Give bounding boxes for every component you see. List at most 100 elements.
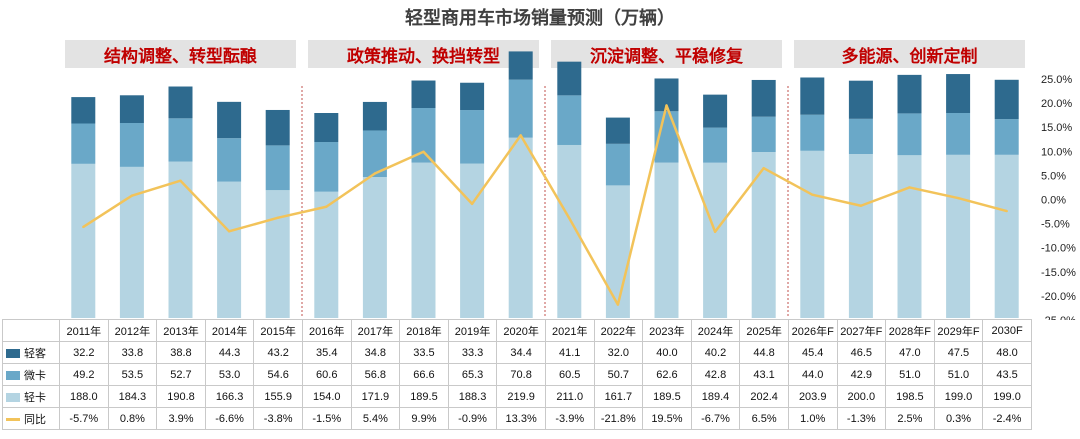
bar-segment-轻客 bbox=[314, 113, 339, 143]
data-label: 44.3 bbox=[204, 341, 255, 364]
bar-segment-轻客 bbox=[946, 74, 971, 113]
y2-tick-label: -20.0% bbox=[1041, 291, 1076, 303]
data-label: 1.0% bbox=[787, 407, 838, 430]
y2-tick-label: 25.0% bbox=[1041, 74, 1072, 86]
bar-segment-微卡 bbox=[557, 95, 582, 145]
bar-segment-轻卡 bbox=[994, 154, 1019, 318]
x-tick-label: 2027年F bbox=[836, 319, 887, 342]
yoy-point bbox=[859, 204, 863, 207]
y2-tick-label: 15.0% bbox=[1041, 122, 1072, 134]
x-tick-label: 2019年 bbox=[447, 319, 498, 342]
data-label: 188.0 bbox=[59, 385, 109, 408]
data-label: 65.3 bbox=[447, 363, 498, 386]
bar-segment-轻客 bbox=[751, 79, 776, 117]
data-label: 3.9% bbox=[156, 407, 206, 430]
bar-segment-微卡 bbox=[848, 118, 873, 154]
bar-segment-轻客 bbox=[411, 80, 436, 108]
bar-segment-微卡 bbox=[946, 113, 971, 155]
data-label: 33.3 bbox=[447, 341, 498, 364]
bar-segment-轻卡 bbox=[265, 190, 290, 318]
table-row: 轻客 32.2 33.8 38.8 44.3 43.2 35.4 34.8 33.5 33.3 34… bbox=[2, 341, 1032, 364]
yoy-point bbox=[1005, 209, 1008, 213]
legend-swatch bbox=[6, 371, 20, 381]
bar-segment-轻客 bbox=[217, 101, 242, 139]
bar-segment-微卡 bbox=[994, 119, 1019, 155]
data-label: 200.0 bbox=[836, 385, 887, 408]
data-label: -1.3% bbox=[836, 407, 887, 430]
bar-segment-轻卡 bbox=[508, 137, 533, 318]
legend-entry: 微卡 bbox=[2, 363, 60, 386]
data-label: 62.6 bbox=[642, 363, 692, 386]
data-label: 34.8 bbox=[350, 341, 401, 364]
data-label: 202.4 bbox=[739, 385, 789, 408]
yoy-point bbox=[665, 104, 668, 107]
x-tick-label: 2024年 bbox=[690, 319, 741, 342]
data-label: 203.9 bbox=[787, 385, 838, 408]
bar-segment-轻客 bbox=[168, 86, 193, 119]
data-label: 52.7 bbox=[156, 363, 206, 386]
data-label: 51.0 bbox=[885, 363, 935, 386]
data-label: 189.5 bbox=[399, 385, 449, 408]
data-label: 53.5 bbox=[107, 363, 158, 386]
bar-segment-轻卡 bbox=[362, 177, 387, 318]
y2-tick-label: 10.0% bbox=[1041, 146, 1072, 158]
bar-segment-轻客 bbox=[460, 82, 485, 111]
bar-segment-轻卡 bbox=[411, 162, 436, 318]
bar-segment-轻卡 bbox=[314, 191, 339, 318]
x-tick-label: 2012年 bbox=[107, 319, 158, 342]
data-label: 49.2 bbox=[59, 363, 109, 386]
y2-tick-label: 5.0% bbox=[1041, 170, 1066, 182]
table-corner bbox=[2, 319, 60, 342]
data-label: 34.4 bbox=[496, 341, 546, 364]
yoy-point bbox=[762, 166, 765, 170]
data-label: 43.2 bbox=[253, 341, 303, 364]
yoy-point bbox=[325, 205, 328, 208]
data-label: -2.4% bbox=[982, 407, 1032, 430]
bar-segment-轻客 bbox=[265, 109, 290, 146]
data-label: 48.0 bbox=[982, 341, 1032, 364]
data-label: 33.5 bbox=[399, 341, 449, 364]
x-tick-label: 2023年 bbox=[642, 319, 692, 342]
bar-segment-轻客 bbox=[557, 61, 582, 96]
data-label: 171.9 bbox=[350, 385, 401, 408]
data-label: 46.5 bbox=[836, 341, 887, 364]
bar-segment-微卡 bbox=[71, 123, 96, 164]
legend-label: 轻卡 bbox=[24, 391, 46, 404]
data-label: 13.3% bbox=[496, 407, 546, 430]
bar-segment-微卡 bbox=[265, 145, 290, 191]
data-label: 32.2 bbox=[59, 341, 109, 364]
bar-segment-轻卡 bbox=[897, 155, 922, 318]
data-label: 0.8% bbox=[107, 407, 158, 430]
bar-segment-轻卡 bbox=[800, 150, 825, 318]
bar-segment-轻卡 bbox=[605, 185, 630, 318]
data-label: -3.8% bbox=[253, 407, 303, 430]
data-label: 54.6 bbox=[253, 363, 303, 386]
data-label: 44.8 bbox=[739, 341, 789, 364]
table-row: 同比 -5.7% 0.8% 3.9% -6.6% -3.8% -1.5% 5.4% 9.9% -0… bbox=[2, 407, 1032, 430]
chart-title: 轻型商用车市场销量预测（万辆） bbox=[405, 8, 675, 28]
x-tick-label: 2017年 bbox=[350, 319, 401, 342]
bar-segment-轻客 bbox=[703, 94, 728, 128]
bar-segment-微卡 bbox=[897, 113, 922, 156]
y2-tick-label: -5.0% bbox=[1041, 219, 1070, 231]
data-label: 60.6 bbox=[301, 363, 352, 386]
bar-segment-轻卡 bbox=[946, 154, 971, 318]
data-label: 154.0 bbox=[301, 385, 352, 408]
legend-entry: 同比 bbox=[2, 407, 60, 430]
bar-segment-轻卡 bbox=[703, 162, 728, 318]
phase-label: 政策推动、换挡转型 bbox=[308, 40, 539, 68]
data-label: 0.3% bbox=[933, 407, 984, 430]
yoy-point bbox=[227, 230, 231, 233]
bar-segment-轻卡 bbox=[71, 163, 96, 318]
data-label: 42.9 bbox=[836, 363, 887, 386]
data-label: 211.0 bbox=[544, 385, 595, 408]
data-label: 9.9% bbox=[399, 407, 449, 430]
bar-segment-微卡 bbox=[751, 116, 776, 153]
data-label: 66.6 bbox=[399, 363, 449, 386]
chart-plot: 25.0% 20.0% 15.0% 10.0% 5.0% 0.0% -5.0% -10.0% -… bbox=[71, 51, 1076, 320]
data-label: 2.5% bbox=[885, 407, 935, 430]
bar-segment-轻卡 bbox=[168, 161, 193, 318]
data-label: 40.0 bbox=[642, 341, 692, 364]
data-label: 155.9 bbox=[253, 385, 303, 408]
bar-segment-轻客 bbox=[119, 95, 144, 124]
